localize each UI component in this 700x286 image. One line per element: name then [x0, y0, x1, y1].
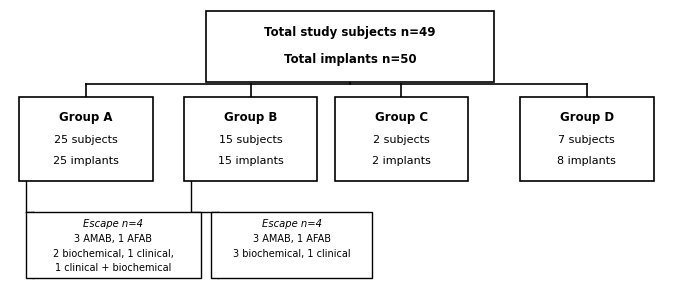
Text: 2 subjects: 2 subjects — [373, 135, 430, 145]
Text: 3 AMAB, 1 AFAB: 3 AMAB, 1 AFAB — [74, 234, 153, 244]
Text: 3 biochemical, 1 clinical: 3 biochemical, 1 clinical — [233, 249, 351, 259]
FancyBboxPatch shape — [335, 97, 468, 181]
FancyBboxPatch shape — [206, 11, 494, 82]
Text: 1 clinical + biochemical: 1 clinical + biochemical — [55, 263, 172, 273]
FancyBboxPatch shape — [520, 97, 654, 181]
Text: 25 implants: 25 implants — [53, 156, 119, 166]
Text: Group B: Group B — [224, 111, 277, 124]
Text: 2 biochemical, 1 clinical,: 2 biochemical, 1 clinical, — [53, 249, 174, 259]
Text: Escape n=4: Escape n=4 — [83, 219, 144, 229]
Text: 3 AMAB, 1 AFAB: 3 AMAB, 1 AFAB — [253, 234, 330, 244]
Text: 25 subjects: 25 subjects — [54, 135, 118, 145]
Text: 15 subjects: 15 subjects — [218, 135, 282, 145]
Text: Escape n=4: Escape n=4 — [262, 219, 322, 229]
FancyBboxPatch shape — [26, 212, 201, 278]
Text: 15 implants: 15 implants — [218, 156, 284, 166]
FancyBboxPatch shape — [183, 97, 317, 181]
Text: Total study subjects n=49: Total study subjects n=49 — [265, 26, 435, 39]
Text: 2 implants: 2 implants — [372, 156, 431, 166]
FancyBboxPatch shape — [211, 212, 372, 278]
Text: Group D: Group D — [559, 111, 614, 124]
Text: Group A: Group A — [59, 111, 113, 124]
Text: 8 implants: 8 implants — [557, 156, 616, 166]
FancyBboxPatch shape — [19, 97, 153, 181]
Text: Total implants n=50: Total implants n=50 — [284, 53, 416, 66]
Text: Group C: Group C — [375, 111, 428, 124]
Text: 7 subjects: 7 subjects — [559, 135, 615, 145]
